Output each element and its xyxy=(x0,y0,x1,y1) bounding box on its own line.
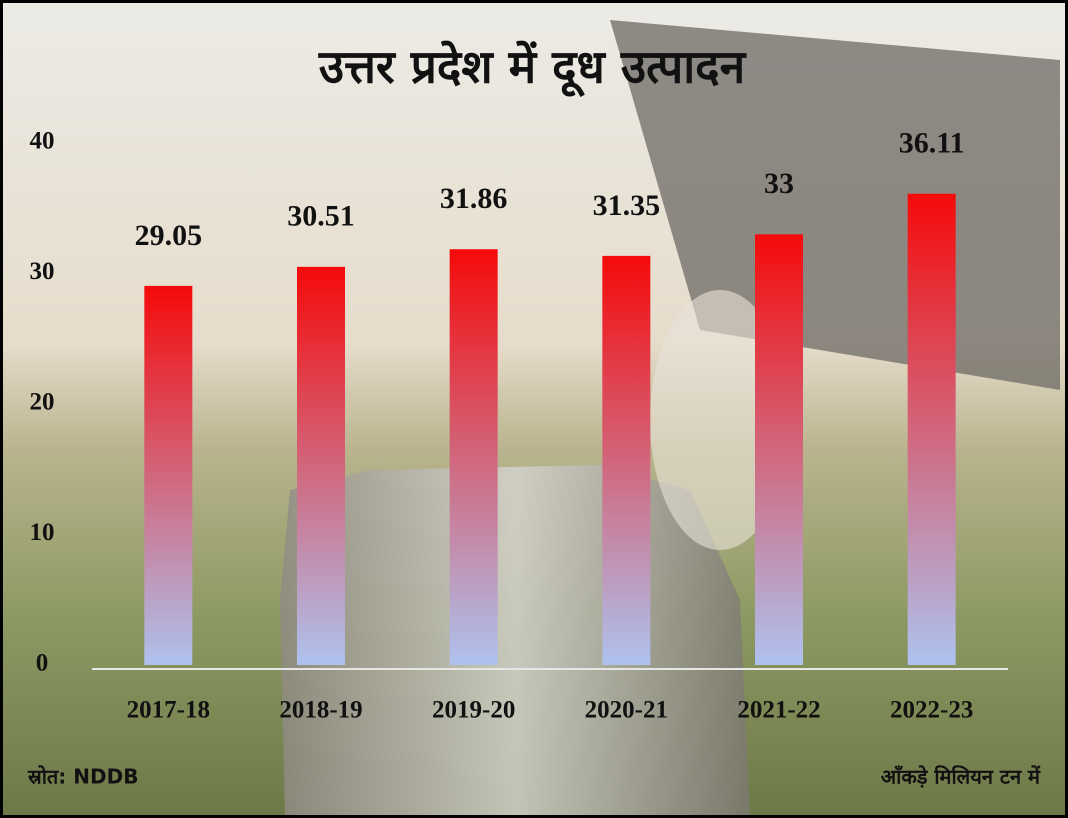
chart-title: उत्तर प्रदेश में दूध उत्पादन xyxy=(318,40,747,98)
bar xyxy=(144,285,193,665)
value-label: 30.51 xyxy=(287,200,355,233)
x-tick-label: 2021-22 xyxy=(737,697,820,724)
y-tick-label: 10 xyxy=(30,519,55,546)
bar xyxy=(907,193,956,665)
value-label: 31.86 xyxy=(440,182,508,215)
y-tick-label: 0 xyxy=(36,650,49,677)
value-label: 31.35 xyxy=(593,189,661,222)
x-tick-label: 2019-20 xyxy=(432,697,515,724)
bar xyxy=(602,255,651,665)
bar xyxy=(755,234,803,665)
y-tick-label: 40 xyxy=(30,128,55,155)
bar xyxy=(297,266,345,665)
y-tick-label: 20 xyxy=(30,389,55,416)
x-tick-label: 2018-19 xyxy=(279,697,362,724)
y-tick-label: 30 xyxy=(30,258,55,285)
x-tick-label: 2017-18 xyxy=(127,697,210,724)
x-tick-label: 2020-21 xyxy=(585,697,668,724)
value-label: 29.05 xyxy=(135,219,203,252)
x-tick-label: 2022-23 xyxy=(890,697,973,724)
value-label: 36.11 xyxy=(899,127,965,160)
bar xyxy=(449,249,498,666)
value-label: 33 xyxy=(764,167,794,200)
source: स्रोत: NDDB xyxy=(27,765,138,789)
unit-note: आँकड़े मिलियन टन में xyxy=(881,765,1041,789)
